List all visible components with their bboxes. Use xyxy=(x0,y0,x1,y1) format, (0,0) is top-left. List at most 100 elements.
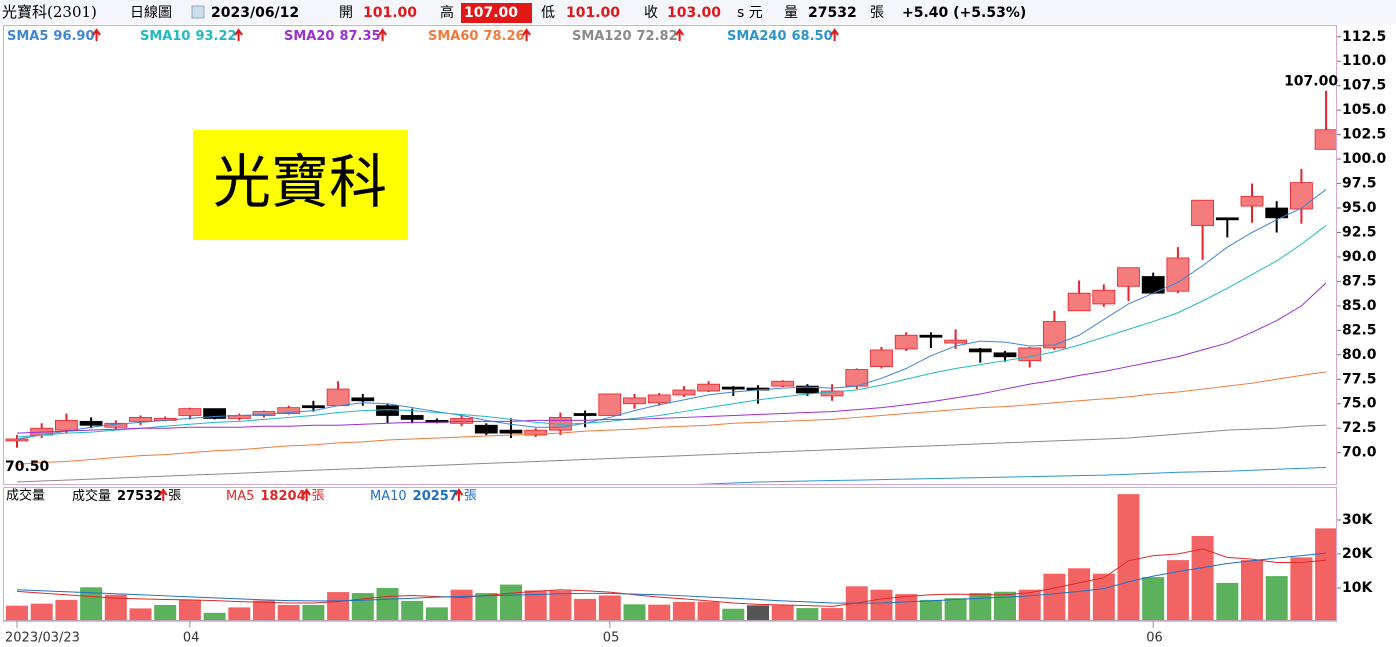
sma-line xyxy=(695,466,1327,484)
volume-bar xyxy=(500,584,522,620)
volume-bar xyxy=(327,592,350,620)
volume-bar xyxy=(178,599,201,620)
header-bar xyxy=(0,0,1396,24)
volume-bar xyxy=(944,598,967,620)
volume-bar xyxy=(425,607,448,620)
dropdown-icon[interactable] xyxy=(191,5,205,19)
candle-body xyxy=(524,429,548,436)
sma-line xyxy=(16,225,1327,438)
volume-bar xyxy=(1092,573,1115,620)
volume-unit: 張 xyxy=(870,5,884,21)
volume-bar xyxy=(524,590,547,620)
volume-bar xyxy=(450,589,473,620)
sma-line xyxy=(16,371,1327,465)
close-value: 103.00 xyxy=(667,5,721,21)
volume-bar xyxy=(796,608,819,620)
volume-bar xyxy=(1265,576,1288,620)
volume-label: 量 xyxy=(784,5,798,21)
legend-unit: 張 xyxy=(168,489,181,504)
y-tick-label: 102.5 xyxy=(1342,127,1386,143)
legend-value: 68.50 xyxy=(792,29,833,44)
y-tick-label: 10K xyxy=(1342,580,1373,596)
volume-bar xyxy=(302,604,325,620)
legend-item: 成交量 27532 xyxy=(72,488,162,504)
volume-bar xyxy=(919,599,942,620)
candle-body xyxy=(474,424,498,434)
legend-value: 20257 xyxy=(413,489,458,504)
up-arrow xyxy=(302,488,311,501)
stock-name: 光寶科(2301) xyxy=(2,3,97,21)
sma-line xyxy=(16,189,1327,440)
candle-body xyxy=(944,339,967,344)
close-label: 收 xyxy=(644,5,658,21)
candle-body xyxy=(326,388,350,407)
volume-bar xyxy=(1043,573,1066,620)
candle-body xyxy=(1215,217,1239,221)
candle-body xyxy=(672,389,696,396)
candle-body xyxy=(870,349,893,367)
y-tick-label: 90.0 xyxy=(1342,249,1377,265)
label-box xyxy=(193,130,408,240)
candle-body xyxy=(203,408,227,419)
volume-bar xyxy=(1018,589,1041,620)
candle-body xyxy=(499,429,523,434)
volume-bar xyxy=(722,608,745,620)
candle-body xyxy=(721,386,745,390)
volume-bar xyxy=(129,608,152,620)
candle-body xyxy=(1092,289,1116,305)
candle-body xyxy=(1290,182,1313,210)
volume-bar xyxy=(6,605,28,620)
period: 日線圖 xyxy=(130,5,172,21)
volume-bar xyxy=(1191,535,1214,620)
legend-name: SMA240 xyxy=(727,29,787,44)
y-tick-label: 70.0 xyxy=(1342,445,1377,461)
legend-value: 93.22 xyxy=(195,29,236,44)
date: 2023/06/12 xyxy=(211,5,299,21)
volume-bar xyxy=(1068,568,1091,620)
volume-bar xyxy=(1315,528,1336,620)
candle-body xyxy=(400,415,424,420)
candle-body xyxy=(623,397,646,405)
candle-body xyxy=(1314,129,1336,150)
candle-body xyxy=(376,405,399,416)
volume-bar xyxy=(1117,494,1140,620)
unit: s 元 xyxy=(737,5,763,21)
volume-bar xyxy=(870,589,893,620)
y-tick-label: 20K xyxy=(1342,546,1373,562)
candle-body xyxy=(820,390,844,397)
x-tick-label: 04 xyxy=(183,631,200,646)
volume-plot xyxy=(6,494,1336,620)
up-arrow xyxy=(158,488,168,501)
x-tick-label: 2023/03/23 xyxy=(5,631,80,646)
candle-body xyxy=(1141,276,1165,294)
volume-bar xyxy=(1216,582,1239,620)
volume-bar xyxy=(821,608,844,620)
y-tick-label: 92.5 xyxy=(1342,224,1377,240)
y-tick-label: 87.5 xyxy=(1342,273,1377,289)
volume-bar xyxy=(648,604,671,620)
up-arrow xyxy=(378,28,387,41)
volume-bar xyxy=(253,600,275,620)
legend-name: SMA20 xyxy=(284,29,334,44)
y-tick-label: 85.0 xyxy=(1342,298,1377,314)
y-tick-label: 72.5 xyxy=(1342,420,1377,436)
high-value: 107.00 xyxy=(464,5,518,21)
volume-bar xyxy=(401,600,424,620)
candle-body xyxy=(79,420,103,426)
candle-body xyxy=(1067,292,1091,312)
volume-bar xyxy=(1142,577,1165,620)
volume-bar xyxy=(203,612,226,620)
legend-unit: 張 xyxy=(464,489,477,504)
y-tick-label: 112.5 xyxy=(1342,29,1386,45)
volume-bar xyxy=(351,593,374,620)
legend-name: SMA10 xyxy=(140,29,190,44)
legend-unit: 張 xyxy=(312,489,325,504)
y-tick-label: 82.5 xyxy=(1342,322,1377,338)
volume-bar xyxy=(672,601,695,620)
volume-value: 27532 xyxy=(808,5,857,21)
volume-title: 成交量 xyxy=(6,488,45,504)
candle-body xyxy=(55,419,78,431)
y-tick-label: 100.0 xyxy=(1342,151,1387,167)
volume-bar xyxy=(1290,557,1313,620)
volume-bar xyxy=(475,593,498,620)
